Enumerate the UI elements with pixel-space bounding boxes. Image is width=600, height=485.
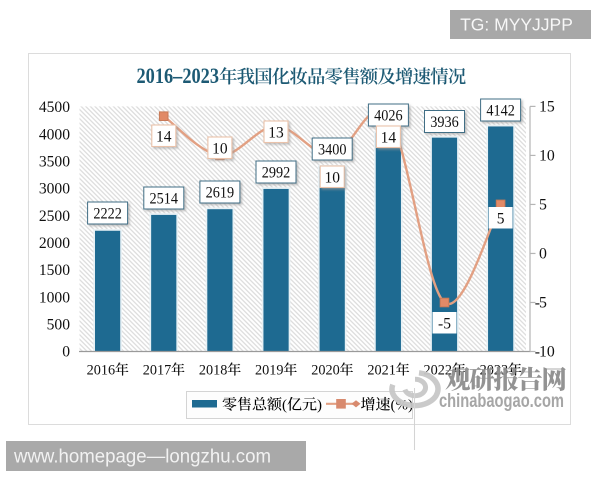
svg-text:3400: 3400	[318, 142, 347, 159]
svg-text:10: 10	[539, 148, 555, 165]
svg-text:5: 5	[539, 295, 547, 312]
svg-text:14: 14	[381, 129, 397, 146]
svg-text:4500: 4500	[39, 99, 70, 116]
svg-text:3936: 3936	[430, 114, 459, 131]
svg-text:2514: 2514	[150, 191, 179, 208]
svg-text:2500: 2500	[39, 208, 70, 225]
svg-text:2016–2023: 2016–2023	[137, 63, 220, 88]
svg-text:2018: 2018	[199, 363, 228, 379]
svg-text:0: 0	[62, 344, 70, 361]
svg-text:10: 10	[539, 344, 555, 361]
svg-text:1000: 1000	[39, 289, 70, 306]
svg-text:14: 14	[156, 128, 172, 145]
svg-text:10: 10	[212, 140, 228, 157]
svg-text:-: -	[535, 295, 540, 312]
svg-text:2021: 2021	[367, 363, 396, 379]
svg-text:): )	[317, 398, 322, 414]
svg-text:2019: 2019	[255, 363, 284, 379]
svg-text:10: 10	[324, 169, 340, 186]
svg-text:3500: 3500	[39, 154, 70, 171]
svg-text:5: 5	[539, 197, 547, 214]
svg-text:3000: 3000	[39, 181, 70, 198]
svg-text:-5: -5	[438, 315, 451, 332]
svg-text:2023: 2023	[480, 363, 509, 379]
svg-text:15: 15	[539, 99, 555, 116]
svg-text:13: 13	[268, 124, 284, 141]
svg-text:chinabaogao.com: chinabaogao.com	[439, 391, 564, 412]
svg-text:4026: 4026	[374, 108, 403, 125]
svg-text:2000: 2000	[39, 235, 70, 252]
svg-text:500: 500	[47, 317, 71, 334]
svg-text:2016: 2016	[87, 363, 116, 379]
svg-text:0: 0	[539, 246, 547, 263]
svg-text:2992: 2992	[262, 165, 291, 182]
svg-text:TG: MYYJJPP: TG: MYYJJPP	[460, 15, 573, 35]
svg-text:4000: 4000	[39, 126, 70, 143]
svg-text:1500: 1500	[39, 262, 70, 279]
svg-text:www.homepage—longzhu.com: www.homepage—longzhu.com	[13, 447, 271, 468]
svg-text:2020: 2020	[311, 363, 340, 379]
svg-text:2017: 2017	[143, 363, 172, 379]
svg-text:(: (	[282, 398, 287, 414]
svg-text:2619: 2619	[206, 185, 235, 202]
svg-text:2222: 2222	[93, 206, 122, 223]
svg-text:4142: 4142	[486, 103, 515, 120]
svg-text:5: 5	[497, 210, 505, 227]
svg-text:-: -	[535, 344, 540, 361]
